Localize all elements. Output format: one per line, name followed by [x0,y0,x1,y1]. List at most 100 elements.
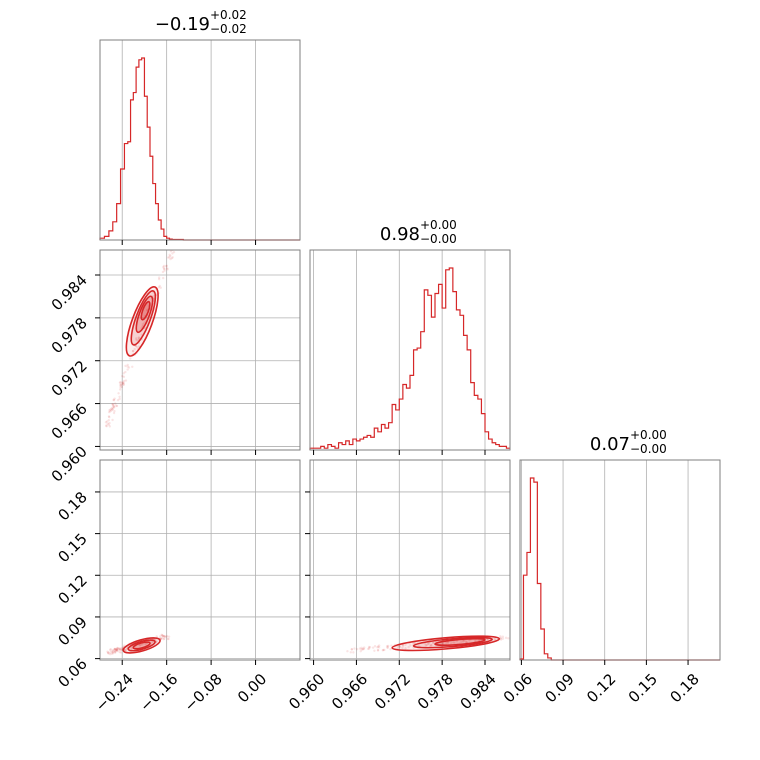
sample-point [161,270,165,274]
sample-point [134,338,138,341]
y-tick-label: 0.984 [48,271,91,314]
sample-point [452,640,455,644]
sample-point [109,410,112,413]
sample-point [111,648,114,652]
sample-point [121,382,125,385]
sample-point [168,253,171,257]
sample-point [360,648,363,651]
sample-point [165,635,168,639]
sample-point [387,644,390,648]
sample-point [390,644,393,647]
sample-point [389,647,392,651]
sample-point [115,404,118,407]
sample-point [431,641,435,644]
sample-point [111,651,115,654]
sample-point [446,641,450,644]
sample-point [120,383,123,387]
sample-point [119,386,122,389]
sample-point [113,651,116,654]
y-tick-label: 0.960 [48,443,91,486]
sample-point [122,383,125,386]
scatter-frame [99,459,301,661]
sample-point [346,650,349,653]
sample-point [430,643,433,647]
sample-point [163,267,166,271]
sample-point [107,651,110,654]
sample-point [118,650,121,654]
sample-point [166,267,169,270]
sample-point [383,648,386,652]
sample-point [110,650,114,653]
x-tick-label: 0.00 [234,670,270,706]
sample-point [499,638,503,641]
sample-point [113,647,117,651]
sample-point [116,647,119,650]
sample-point [424,644,427,647]
sample-point [160,636,164,640]
y-tick-label: 0.06 [54,655,90,691]
y-tick-label: 0.978 [48,314,91,357]
sample-point [163,637,166,640]
sample-point [358,647,362,650]
sample-point [119,381,122,384]
sample-point [107,652,110,655]
sample-point [117,647,120,650]
sample-point [362,647,366,651]
sample-point [119,383,122,386]
sample-point [155,640,159,643]
sample-point [352,651,355,654]
sample-point [355,648,359,651]
sample-point [111,404,115,407]
sample-point [401,646,404,650]
sample-point [115,648,119,652]
sample-point [165,264,168,268]
sample-point [398,645,402,649]
sample-point [396,646,400,650]
sample-point [162,635,165,638]
sample-point [112,411,116,415]
sample-point [138,644,142,647]
sample-point [114,651,117,654]
sample-point [141,325,144,328]
sample-point [367,647,370,651]
scatter-frame [99,249,301,451]
sample-point [163,635,166,638]
sample-point [108,415,111,419]
sample-point [151,640,154,644]
sample-point [115,648,118,652]
sample-point [409,644,412,647]
sample-point [404,647,407,650]
sample-point [120,385,124,389]
sample-point [119,384,122,387]
sample-point [122,375,126,379]
scatter-panel-0-2: −0.24 −0.16 −0.08 0.00 0.06 0.09 0.12 0.15 0.18 [54,459,301,715]
sample-point [127,366,131,369]
x-tick-label: −0.16 [136,670,181,715]
sample-point [169,257,172,261]
sample-point [165,264,168,267]
sample-point [465,641,468,644]
sample-point [126,363,129,367]
sample-point [373,645,377,648]
sample-point [137,336,141,340]
sample-point [121,381,124,384]
sample-point [114,649,117,653]
sample-point [473,639,477,643]
histogram-panel-0: −0.19 +0.02−0.02 [99,8,301,245]
sample-point [159,635,162,638]
y-tick-label: 0.15 [54,530,90,566]
sample-point [112,405,115,408]
sample-point [113,647,117,650]
sample-point [119,651,123,654]
sample-point [109,651,112,654]
sample-point [111,407,114,411]
sample-point [381,649,385,652]
sample-point [167,256,170,259]
sample-point [168,256,171,259]
sample-point [108,421,111,425]
sample-point [429,645,432,648]
sample-point [126,365,129,368]
sample-point [121,382,124,385]
sample-point [112,405,116,408]
